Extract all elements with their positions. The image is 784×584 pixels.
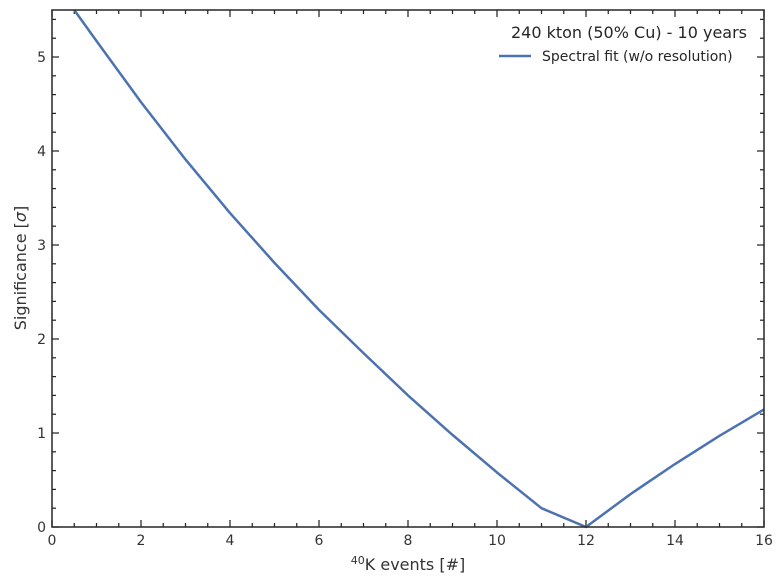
x-tick-label: 14: [666, 533, 684, 549]
y-axis-label: Significance [σ]: [11, 206, 30, 331]
x-tick-label: 4: [226, 533, 235, 549]
y-tick-label: 3: [37, 238, 46, 254]
x-axis-label-superscript: 40: [351, 554, 365, 567]
series-layer: [73, 9, 765, 529]
x-tick-label: 8: [404, 533, 413, 549]
legend-title: 240 kton (50% Cu) - 10 years: [511, 23, 747, 42]
y-axis-label-text: Significance [: [11, 222, 30, 330]
y-axis-tick-labels: 0 1 2 3 4 5: [37, 50, 46, 536]
y-axis-label-end: ]: [11, 206, 30, 212]
x-tick-label: 10: [488, 533, 506, 549]
plot-frame: [51, 9, 765, 528]
x-tick-label: 0: [48, 533, 57, 549]
x-axis-label: 40K events [#]: [351, 554, 465, 574]
x-axis-minor-ticks: [73, 10, 743, 527]
y-axis-label-symbol: σ: [11, 211, 30, 222]
x-tick-label: 6: [315, 533, 324, 549]
x-tick-label: 16: [755, 533, 773, 549]
y-axis-major-ticks: [52, 56, 764, 528]
legend-entry-label: Spectral fit (w/o resolution): [542, 49, 733, 65]
y-tick-label: 0: [37, 520, 46, 536]
x-tick-label: 12: [577, 533, 595, 549]
y-tick-label: 5: [37, 50, 46, 66]
x-axis-major-ticks: [51, 10, 765, 527]
y-axis-minor-ticks: [52, 18, 764, 509]
y-tick-label: 2: [37, 332, 46, 348]
x-axis-label-text: K events [#]: [365, 555, 465, 574]
series-line: [73, 9, 765, 529]
x-tick-label: 2: [137, 533, 146, 549]
legend: 240 kton (50% Cu) - 10 years Spectral fi…: [499, 23, 747, 65]
y-tick-label: 4: [37, 144, 46, 160]
x-axis-tick-labels: 0 2 4 6 8 10 12 14 16: [48, 533, 773, 549]
y-tick-label: 1: [37, 426, 46, 442]
